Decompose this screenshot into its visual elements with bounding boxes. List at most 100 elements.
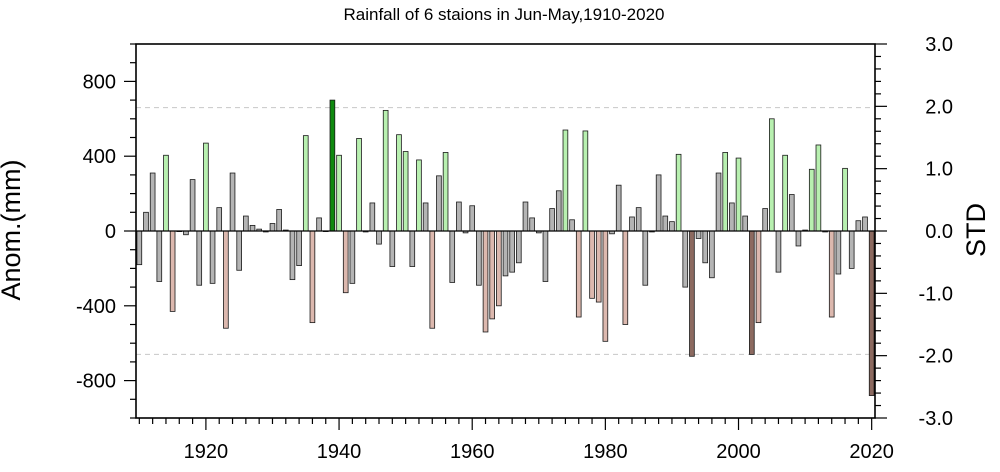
- bar: [389, 230, 396, 267]
- y2-tick-label: 0.0: [925, 221, 953, 243]
- bar: [782, 154, 788, 232]
- bar: [509, 230, 515, 273]
- bar: [143, 211, 149, 232]
- bar: [689, 230, 695, 357]
- bar: [868, 230, 875, 396]
- bar: [562, 129, 569, 232]
- bar: [449, 230, 456, 283]
- bar: [269, 223, 276, 232]
- y2-tick-label: 3.0: [925, 34, 953, 56]
- bar: [542, 230, 549, 282]
- bar: [296, 230, 302, 266]
- bar: [436, 175, 442, 232]
- y-axis-title: Anom.(mm): [0, 160, 26, 301]
- bar: [223, 230, 229, 329]
- x-tick-label: 1920: [184, 441, 229, 463]
- bar: [422, 202, 429, 232]
- bar: [396, 134, 402, 232]
- bar: [828, 230, 835, 318]
- bar: [469, 205, 476, 232]
- bar: [742, 215, 748, 232]
- bar: [289, 230, 296, 281]
- bar: [815, 144, 822, 232]
- bar: [695, 230, 702, 239]
- x-tick-label: 1960: [450, 441, 495, 463]
- bar: [229, 172, 236, 232]
- bar: [456, 201, 462, 232]
- bar: [243, 215, 249, 232]
- bar: [575, 230, 582, 318]
- bar: [442, 152, 449, 232]
- bar: [735, 157, 742, 232]
- bar: [516, 230, 522, 264]
- bar: [336, 154, 342, 232]
- bar: [309, 230, 316, 324]
- bar: [729, 202, 735, 232]
- x-tick-label: 1980: [583, 441, 628, 463]
- bar: [402, 151, 409, 232]
- bar: [342, 230, 349, 294]
- bar: [249, 224, 256, 232]
- y-tick-label: -400: [76, 296, 116, 318]
- bar: [382, 109, 389, 232]
- bar: [236, 230, 242, 271]
- bar: [156, 230, 163, 282]
- bar: [276, 209, 282, 232]
- bar: [722, 152, 728, 232]
- bar: [376, 230, 382, 245]
- bar: [482, 230, 489, 333]
- bar: [302, 135, 309, 232]
- bar: [149, 172, 156, 232]
- bar: [589, 230, 595, 299]
- bar: [842, 167, 848, 232]
- y-tick-label: 400: [83, 146, 116, 168]
- bar: [582, 130, 589, 232]
- bar: [189, 179, 196, 232]
- bar: [615, 184, 622, 232]
- y2-tick-label: 2.0: [925, 96, 953, 118]
- bar: [762, 208, 768, 232]
- bar: [476, 230, 482, 286]
- bar: [329, 99, 336, 232]
- bar: [635, 207, 642, 232]
- y2-tick-label: -1.0: [919, 283, 953, 305]
- x-tick-label: 2000: [716, 441, 761, 463]
- bar: [629, 216, 635, 232]
- bar: [196, 230, 203, 286]
- bar: [555, 190, 562, 232]
- bar: [416, 159, 422, 232]
- bar: [835, 230, 842, 275]
- bar: [848, 230, 855, 269]
- y2-tick-label: -2.0: [919, 346, 953, 368]
- x-tick-label: 2020: [849, 441, 894, 463]
- bar: [808, 168, 815, 232]
- y2-tick-label: 1.0: [925, 159, 953, 181]
- bar: [788, 194, 795, 232]
- bar: [602, 230, 609, 342]
- bar: [489, 230, 495, 320]
- bar: [136, 230, 143, 266]
- bar: [682, 230, 689, 288]
- bar: [569, 219, 575, 232]
- x-tick-label: 1940: [317, 441, 362, 463]
- bar: [862, 216, 868, 232]
- bar: [675, 153, 682, 232]
- bar: [855, 220, 862, 232]
- bar: [369, 202, 376, 232]
- bar: [429, 230, 436, 329]
- bar: [702, 230, 709, 264]
- bar: [709, 230, 715, 279]
- bar: [595, 230, 602, 303]
- y-tick-label: 800: [83, 71, 116, 93]
- bar: [496, 230, 502, 307]
- bar: [203, 142, 209, 232]
- bar: [529, 217, 535, 232]
- bar: [502, 230, 509, 277]
- bar: [715, 172, 722, 232]
- bar: [209, 230, 216, 284]
- bar: [356, 138, 362, 232]
- bar: [349, 230, 356, 284]
- bar: [409, 230, 416, 267]
- y-tick-label: 0: [105, 221, 116, 243]
